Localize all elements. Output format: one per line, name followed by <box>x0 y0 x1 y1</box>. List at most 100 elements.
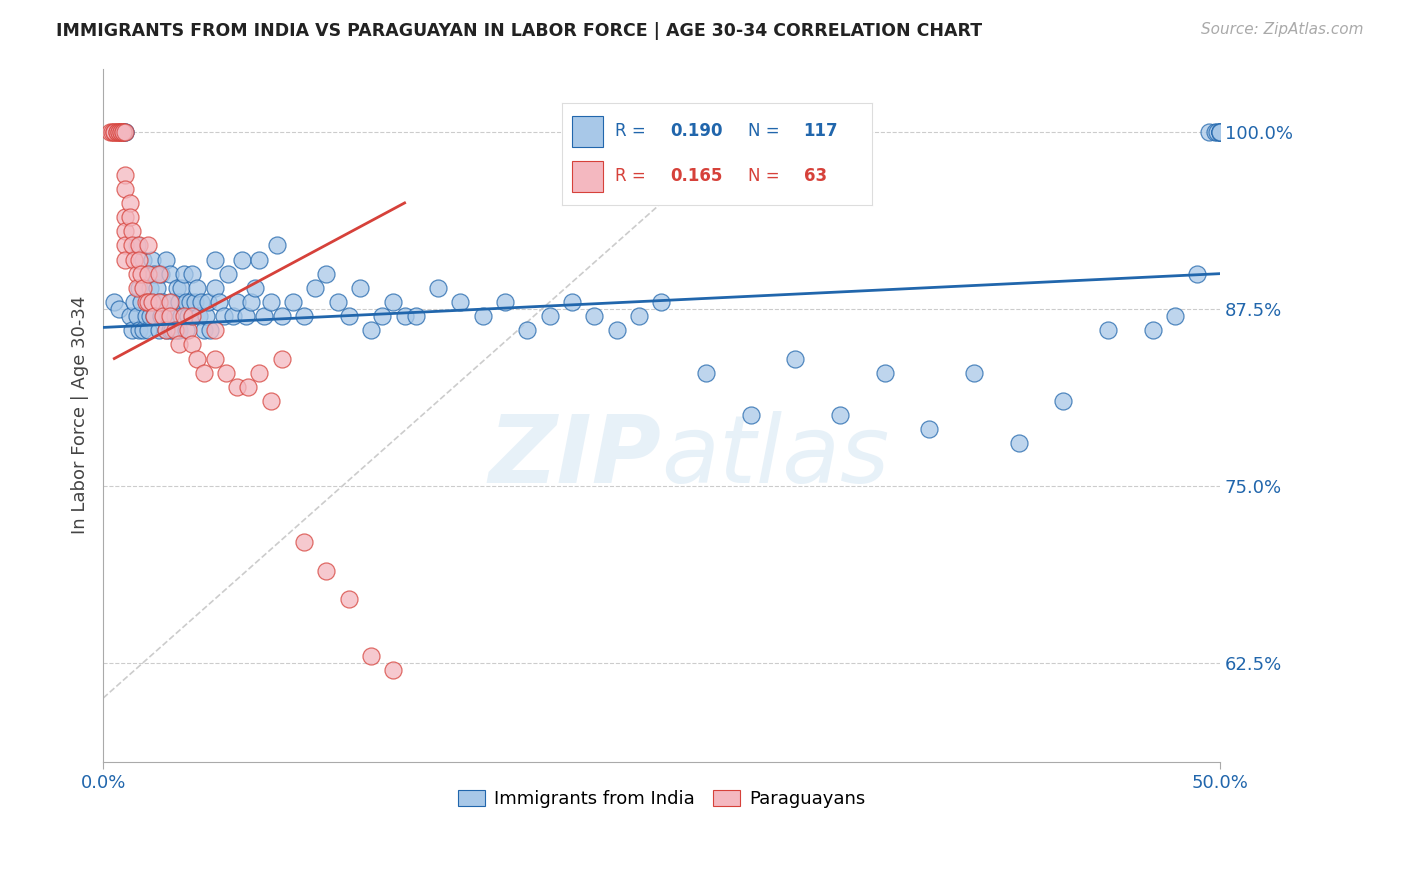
Point <box>170 281 193 295</box>
Point <box>98 125 121 139</box>
Point <box>1204 125 1226 139</box>
Point <box>103 125 125 139</box>
Point <box>186 351 208 366</box>
Point <box>167 337 190 351</box>
Point <box>135 309 157 323</box>
Point <box>114 224 136 238</box>
Point <box>561 295 583 310</box>
Point <box>163 309 186 323</box>
Y-axis label: In Labor Force | Age 30-34: In Labor Force | Age 30-34 <box>72 296 89 534</box>
Point <box>135 295 157 310</box>
Point <box>204 281 226 295</box>
Point <box>494 295 516 310</box>
Point <box>270 309 292 323</box>
Point <box>118 195 141 210</box>
Point <box>159 309 181 323</box>
Point <box>188 309 211 323</box>
Point <box>162 295 184 310</box>
Point <box>215 366 238 380</box>
Point <box>186 281 208 295</box>
Point <box>1209 125 1232 139</box>
Point <box>963 366 986 380</box>
Text: IMMIGRANTS FROM INDIA VS PARAGUAYAN IN LABOR FORCE | AGE 30-34 CORRELATION CHART: IMMIGRANTS FROM INDIA VS PARAGUAYAN IN L… <box>56 22 983 40</box>
Point <box>152 309 174 323</box>
Point <box>112 125 135 139</box>
Point <box>337 592 360 607</box>
Point <box>132 252 155 267</box>
Point <box>163 323 186 337</box>
Point <box>371 309 394 323</box>
Point <box>1187 267 1209 281</box>
Point <box>114 168 136 182</box>
Point <box>159 323 181 337</box>
Point <box>148 295 170 310</box>
Point <box>204 351 226 366</box>
Point <box>1142 323 1164 337</box>
Point <box>125 267 148 281</box>
Point <box>118 210 141 224</box>
Point <box>181 309 204 323</box>
Point <box>166 281 188 295</box>
Point <box>132 323 155 337</box>
Point <box>155 323 177 337</box>
Point <box>253 309 276 323</box>
Point <box>226 295 249 310</box>
Point <box>650 295 672 310</box>
Point <box>197 295 219 310</box>
Point <box>204 323 226 337</box>
Point <box>136 238 159 252</box>
Point <box>129 267 152 281</box>
Point <box>143 309 166 323</box>
Point <box>125 238 148 252</box>
Point <box>193 323 215 337</box>
Point <box>181 309 204 323</box>
Point <box>107 301 129 316</box>
Point <box>315 564 337 578</box>
Point <box>112 125 135 139</box>
Point <box>1008 436 1031 450</box>
Point <box>141 295 163 310</box>
Point <box>121 238 143 252</box>
Text: ZIP: ZIP <box>488 410 661 503</box>
Point <box>249 366 271 380</box>
Point <box>740 408 762 422</box>
Point <box>179 295 201 310</box>
Point <box>217 267 239 281</box>
Point <box>1209 125 1232 139</box>
Point <box>121 224 143 238</box>
Point <box>231 252 253 267</box>
Point <box>204 252 226 267</box>
Point <box>155 252 177 267</box>
Text: 117: 117 <box>804 122 838 140</box>
Point <box>173 267 195 281</box>
Point <box>382 295 405 310</box>
Point <box>128 238 150 252</box>
Point <box>150 309 173 323</box>
Point <box>139 281 162 295</box>
Point <box>326 295 349 310</box>
FancyBboxPatch shape <box>572 161 603 192</box>
Point <box>360 648 382 663</box>
Point <box>110 125 132 139</box>
Point <box>114 125 136 139</box>
Point <box>136 267 159 281</box>
Text: Source: ZipAtlas.com: Source: ZipAtlas.com <box>1201 22 1364 37</box>
Point <box>148 295 170 310</box>
Text: atlas: atlas <box>661 411 890 502</box>
Point <box>226 380 249 394</box>
Point <box>136 323 159 337</box>
Point <box>360 323 382 337</box>
Point <box>141 295 163 310</box>
Point <box>136 267 159 281</box>
Point <box>105 125 128 139</box>
Point <box>259 394 281 409</box>
Point <box>125 281 148 295</box>
Point <box>405 309 427 323</box>
Point <box>292 535 315 549</box>
Point <box>583 309 606 323</box>
Point <box>208 295 231 310</box>
Point <box>177 309 200 323</box>
Point <box>128 323 150 337</box>
Point <box>114 210 136 224</box>
Point <box>1206 125 1229 139</box>
